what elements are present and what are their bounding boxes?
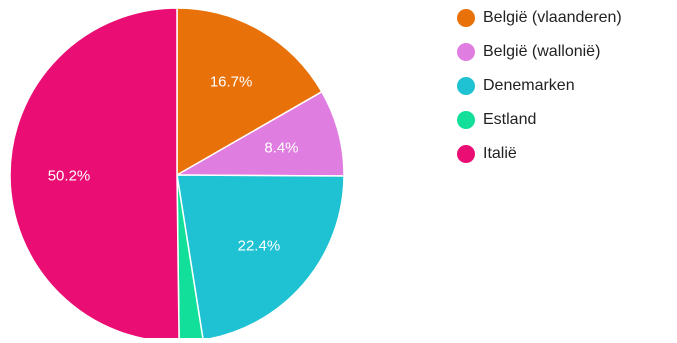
legend-swatch xyxy=(457,145,475,163)
legend-item-denemarken[interactable]: Denemarken xyxy=(457,74,622,98)
legend: België (vlaanderen) België (wallonië) De… xyxy=(457,6,622,176)
legend-label: Denemarken xyxy=(483,77,575,94)
legend-swatch xyxy=(457,77,475,95)
legend-swatch xyxy=(457,43,475,61)
slice-label-italie: 50.2% xyxy=(48,168,91,185)
pie-slice-belgie-wallonie[interactable] xyxy=(174,90,345,177)
pie-slice-denemarken[interactable] xyxy=(176,174,345,341)
legend-label: Italië xyxy=(483,145,517,162)
slice-label-belgie-wallonie: 8.4% xyxy=(264,139,298,156)
legend-item-estland[interactable]: Estland xyxy=(457,108,622,132)
slice-label-belgie-vlaanderen: 16.7% xyxy=(210,74,253,91)
slice-label-denemarken: 22.4% xyxy=(238,237,281,254)
legend-label: België (wallonië) xyxy=(483,43,601,60)
legend-swatch xyxy=(457,9,475,27)
legend-item-belgie-vlaanderen[interactable]: België (vlaanderen) xyxy=(457,6,622,30)
legend-item-italie[interactable]: Italië xyxy=(457,142,622,166)
pie-slice-belgie-vlaanderen[interactable] xyxy=(176,7,323,177)
pie-slice-italie[interactable] xyxy=(9,7,180,343)
legend-swatch xyxy=(457,111,475,129)
legend-label: Estland xyxy=(483,111,537,128)
legend-item-belgie-wallonie[interactable]: België (wallonië) xyxy=(457,40,622,64)
legend-label: België (vlaanderen) xyxy=(483,9,622,26)
